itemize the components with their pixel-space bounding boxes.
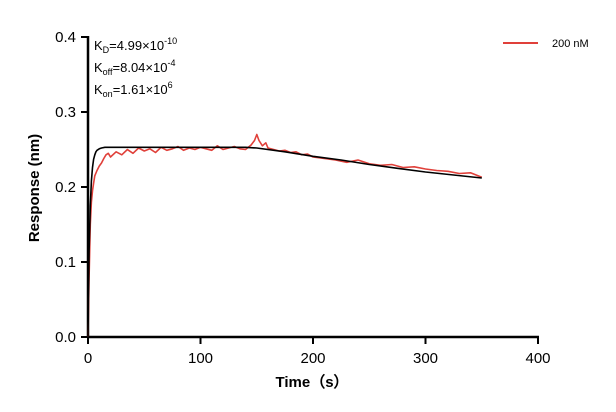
x-tick-label: 100 (188, 350, 213, 367)
x-axis-title: Time（s） (275, 373, 348, 391)
axis-tick-labels: 0 100 200 300 400 0.0 0.1 0.2 0.3 0.4 (55, 29, 550, 367)
series-line-200nm (87, 133, 483, 338)
y-tick-label: 0.3 (55, 104, 76, 121)
kd-annotation: KD=4.99×10-10 (94, 36, 177, 55)
y-tick-label: 0.0 (55, 329, 76, 346)
y-tick-label: 0.2 (55, 179, 76, 196)
y-tick-label: 0.1 (55, 254, 76, 271)
x-tick-label: 300 (413, 350, 438, 367)
legend: 200 nM (503, 38, 589, 50)
legend-label-200nm: 200 nM (552, 38, 589, 50)
axis-ticks (81, 36, 539, 344)
series-layer (87, 133, 483, 338)
kinetics-annotation: KD=4.99×10-10 Koff=8.04×10-4 Kon=1.61×10… (94, 36, 177, 99)
koff-annotation: Koff=8.04×10-4 (94, 58, 175, 77)
x-tick-label: 200 (300, 350, 325, 367)
y-axis-title: Response (nm) (26, 134, 43, 242)
kon-annotation: Kon=1.61×106 (94, 80, 173, 99)
y-tick-label: 0.4 (55, 29, 76, 46)
x-tick-label: 400 (525, 350, 550, 367)
x-tick-label: 0 (84, 350, 92, 367)
series-line-fit (87, 146, 482, 338)
